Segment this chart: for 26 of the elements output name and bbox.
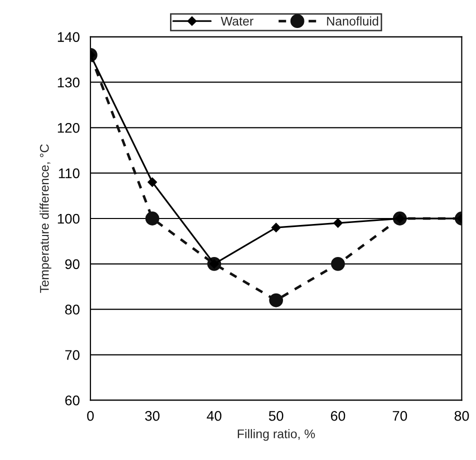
x-axis-title: Filling ratio, % xyxy=(238,429,315,441)
legend-label: Water xyxy=(220,16,254,26)
point xyxy=(271,222,281,232)
x-tick-label: 80 xyxy=(454,410,469,421)
x-tick-label: 30 xyxy=(145,410,160,421)
y-tick-label: 130 xyxy=(58,78,80,88)
x-tick-label: 40 xyxy=(206,410,222,421)
x-tick-label: 60 xyxy=(330,410,346,421)
y-tick-label: 120 xyxy=(58,122,80,133)
y-tick-label: 60 xyxy=(65,396,80,406)
point xyxy=(331,256,345,271)
x-tick-label: 50 xyxy=(268,410,284,421)
x-tick-label: 0 xyxy=(87,410,94,421)
y-tick-label: 90 xyxy=(65,259,80,270)
x-tick-label: 70 xyxy=(392,410,408,421)
point xyxy=(148,178,157,187)
y-tick-label: 80 xyxy=(65,304,80,315)
y-tick-label: 110 xyxy=(58,168,80,178)
y-tick-label: 100 xyxy=(58,214,80,224)
legend-label: Nanofluid xyxy=(327,16,378,26)
y-axis-title: Temperature difference, °C xyxy=(40,144,52,293)
y-tick-label: 140 xyxy=(58,32,80,42)
point xyxy=(145,212,160,226)
point xyxy=(333,218,343,228)
y-tick-label: 70 xyxy=(65,350,80,360)
point xyxy=(269,293,284,308)
